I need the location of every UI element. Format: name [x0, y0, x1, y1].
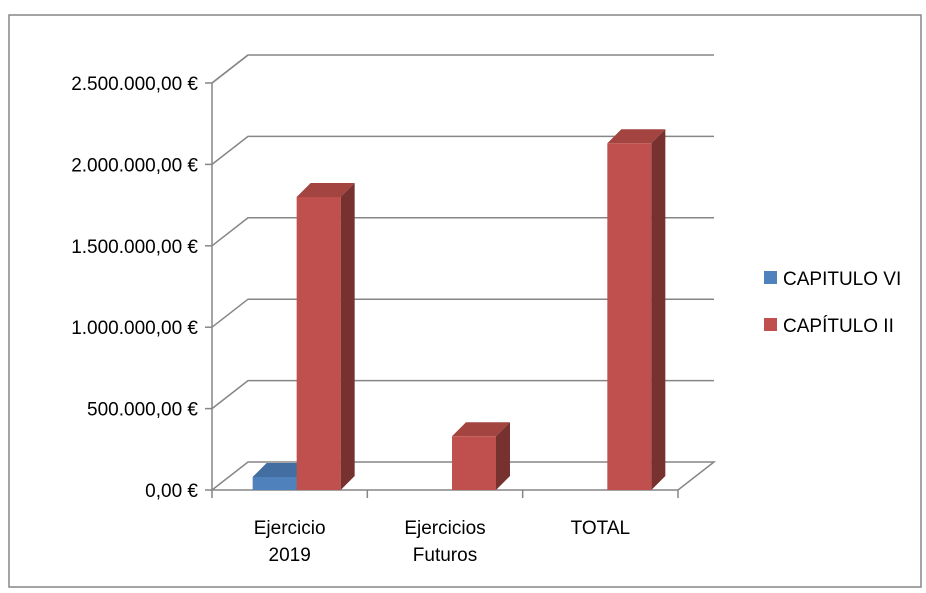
- bar-front: [452, 436, 496, 490]
- x-category-label: Futuros: [413, 545, 477, 566]
- gridline: [211, 379, 714, 410]
- chart-border: [8, 14, 922, 588]
- bar: [296, 182, 355, 490]
- legend-swatch: [764, 318, 777, 331]
- x-category-label: Ejercicio: [254, 518, 326, 539]
- y-tick-label: 1.000.000,00 €: [71, 318, 198, 339]
- bar-top: [296, 182, 355, 197]
- y-tick-label: 1.500.000,00 €: [71, 237, 198, 258]
- y-tick-label: 2.000.000,00 €: [71, 155, 198, 176]
- bars: [252, 129, 666, 490]
- legend-swatch: [764, 271, 777, 284]
- gridline: [211, 217, 714, 247]
- x-category-label: Ejercicios: [404, 518, 485, 539]
- bar-front: [252, 476, 297, 490]
- y-axis-tick-labels: 0,00 € 500.000,00 € 1.000.000,00 € 1.500.00…: [71, 74, 198, 502]
- bar-top: [607, 129, 666, 144]
- y-tick-label: 500.000,00 €: [87, 400, 198, 421]
- grid-lines: [205, 54, 714, 498]
- x-category-label: TOTAL: [571, 518, 630, 539]
- y-tick-label: 0,00 €: [145, 481, 198, 502]
- bar-top: [452, 422, 510, 437]
- legend-label: CAPITULO VI: [783, 269, 901, 290]
- y-tick-label: 2.500.000,00 €: [71, 74, 198, 95]
- gridline: [211, 298, 714, 328]
- bar: [607, 129, 666, 490]
- bar-side: [651, 129, 666, 490]
- bar-front: [607, 143, 652, 490]
- bar-front: [296, 196, 341, 490]
- bar-side: [496, 422, 510, 490]
- bar-side: [340, 182, 355, 490]
- bar-top: [252, 462, 311, 477]
- gridline: [211, 135, 714, 165]
- legend-label: CAPÍTULO II: [783, 316, 894, 337]
- gridline: [211, 54, 714, 84]
- legend: CAPITULO VI CAPÍTULO II: [764, 269, 901, 337]
- bar: [452, 422, 510, 490]
- x-axis-category-labels: Ejercicio 2019 Ejercicios Futuros TOTAL: [254, 518, 630, 566]
- x-category-label: 2019: [269, 545, 311, 566]
